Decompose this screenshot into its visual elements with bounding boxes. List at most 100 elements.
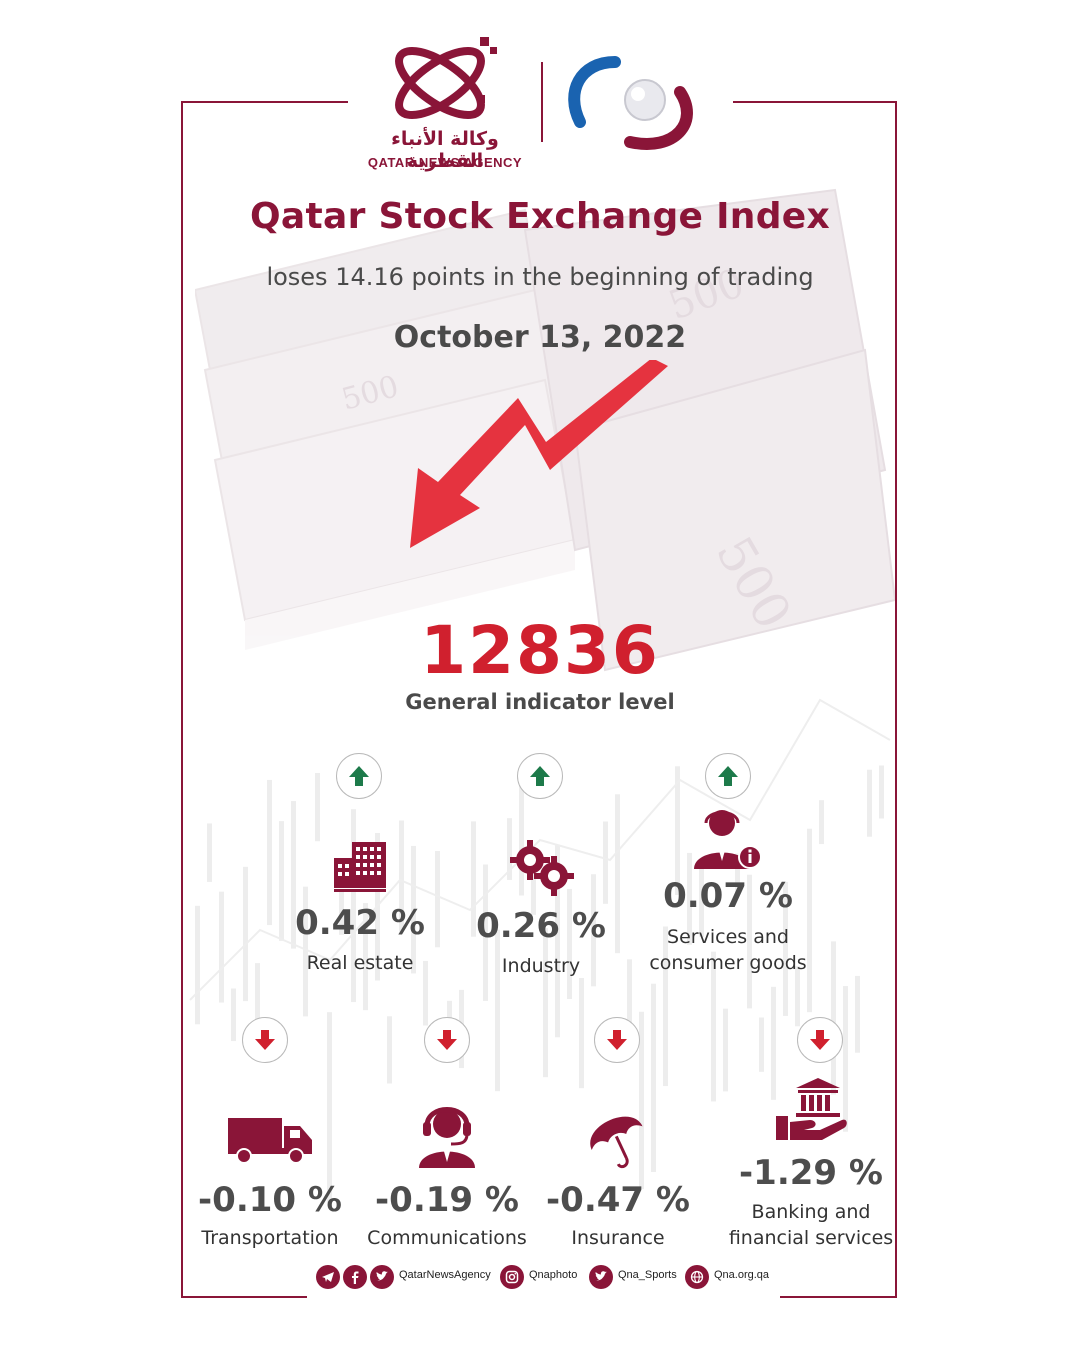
background-bar — [747, 874, 752, 1009]
sector-change-banking: -1.29 % — [739, 1153, 883, 1193]
twitter-icon[interactable] — [370, 1265, 394, 1289]
background-bar — [795, 966, 800, 1027]
frame-right-line — [895, 101, 897, 1297]
page-subtitle: loses 14.16 points in the beginning of t… — [266, 263, 814, 291]
sector-change-real-estate: 0.42 % — [295, 903, 425, 943]
background-bar — [711, 951, 716, 1102]
background-bar — [603, 821, 608, 904]
background-bar — [327, 1012, 332, 1203]
background-bar — [495, 929, 500, 1092]
sector-label-industry: Industry — [501, 955, 581, 977]
bank-hand-icon — [776, 1078, 847, 1140]
background-bar — [783, 881, 788, 1016]
sector-label-transportation: Transportation — [201, 1227, 339, 1249]
background-bar — [231, 988, 236, 1042]
telegram-icon[interactable] — [316, 1265, 340, 1289]
background-bar — [735, 853, 740, 895]
background-bar — [471, 821, 476, 937]
background-bar — [339, 875, 344, 935]
background-bar — [855, 975, 860, 1053]
background-bar — [555, 844, 560, 1038]
frame-left-line — [181, 101, 183, 1297]
arrow-down-icon — [437, 1030, 457, 1050]
truck-icon — [228, 1118, 312, 1164]
background-bar — [387, 1016, 392, 1084]
background-bar — [879, 765, 884, 819]
sector-change-industry: 0.26 % — [476, 906, 606, 946]
down-arrow-badge — [594, 1017, 640, 1063]
background-bar — [651, 983, 656, 1172]
headset-icon — [419, 1107, 475, 1168]
background-bar — [615, 794, 620, 954]
background-bar — [567, 888, 572, 1000]
arrow-up-icon — [530, 766, 550, 786]
background-bar — [831, 941, 836, 1095]
partner-logo-icon — [568, 56, 693, 150]
background-bar — [291, 801, 296, 949]
background-bar — [531, 867, 536, 915]
arrow-up-icon — [718, 766, 738, 786]
background-bar — [195, 905, 200, 1025]
up-arrow-badge — [705, 753, 751, 799]
frame-bottom-right-line — [780, 1296, 897, 1298]
arrow-down-icon — [607, 1030, 627, 1050]
background-bar — [723, 1008, 728, 1092]
sector-change-communications: -0.19 % — [375, 1180, 519, 1220]
background-bar — [351, 809, 356, 1003]
background-bar — [591, 874, 596, 987]
arrow-down-icon — [810, 1030, 830, 1050]
sector-change-insurance: -0.47 % — [546, 1180, 690, 1220]
footer-website[interactable]: Qna.org.qa — [714, 1269, 770, 1281]
background-bar — [423, 960, 428, 1026]
background-bar — [243, 866, 248, 1002]
background-bar — [627, 959, 632, 1043]
background-bar — [267, 779, 272, 926]
frame-top-left-line — [181, 101, 348, 103]
sector-label-banking-line1: Banking and — [751, 1201, 871, 1223]
footer-handle-main[interactable]: QatarNewsAgency — [399, 1269, 491, 1281]
down-arrow-badge — [242, 1017, 288, 1063]
up-arrow-badge — [336, 753, 382, 799]
up-arrow-badge — [517, 753, 563, 799]
umbrella-icon — [590, 1116, 643, 1169]
background-bar — [315, 773, 320, 842]
instagram-icon[interactable] — [500, 1265, 524, 1289]
background-bar — [771, 986, 776, 1100]
sector-label-communications: Communications — [367, 1227, 527, 1249]
sector-label-real-estate: Real estate — [306, 952, 414, 974]
index-value: 12836 — [420, 612, 660, 689]
background-bar — [435, 851, 440, 948]
banknotes-illustration: 500 500 500 — [195, 188, 895, 672]
background-bar — [207, 823, 212, 882]
sector-label-services-line1: Services and — [667, 926, 789, 948]
background-bar — [819, 800, 824, 845]
background-bar — [255, 963, 260, 1049]
background-bar — [279, 821, 284, 941]
qna-logo-icon — [395, 37, 497, 120]
footer-handle-photo[interactable]: Qnaphoto — [529, 1269, 578, 1281]
sector-label-services-line2: consumer goods — [649, 952, 807, 974]
background-bar — [867, 769, 872, 837]
background-bar — [219, 891, 224, 1003]
sector-label-insurance: Insurance — [571, 1227, 665, 1249]
consumer-service-icon — [694, 810, 762, 869]
qna-logo-english: QATAR NEWS AGENCY — [367, 155, 523, 170]
report-date: October 13, 2022 — [393, 320, 687, 355]
twitter-sports-icon[interactable] — [589, 1265, 613, 1289]
background-bar — [399, 820, 404, 932]
down-arrow-badge — [797, 1017, 843, 1063]
background-bar — [543, 928, 548, 1078]
background-bar — [699, 862, 704, 937]
background-bar — [579, 977, 584, 1089]
arrow-up-icon — [349, 766, 369, 786]
background-bar — [363, 903, 368, 1011]
sector-change-services: 0.07 % — [663, 876, 793, 916]
globe-icon[interactable] — [685, 1265, 709, 1289]
background-bar — [519, 783, 524, 896]
frame-bottom-left-line — [181, 1296, 307, 1298]
background-bar — [843, 986, 848, 1132]
facebook-icon[interactable] — [343, 1265, 367, 1289]
background-bar — [483, 864, 488, 1001]
footer-handle-sports[interactable]: Qna_Sports — [618, 1269, 677, 1281]
